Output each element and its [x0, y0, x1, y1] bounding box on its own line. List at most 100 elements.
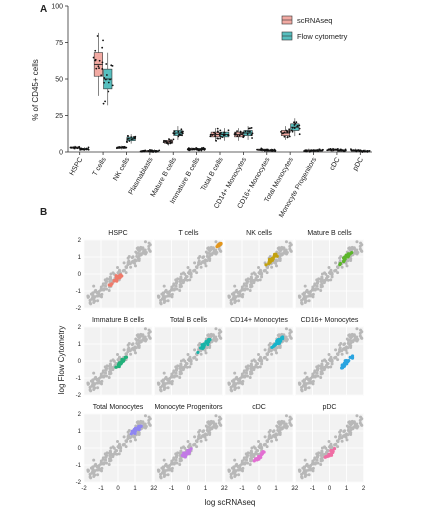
background-point	[178, 289, 182, 293]
background-point	[205, 426, 209, 430]
background-point	[277, 333, 281, 337]
background-point	[159, 472, 163, 476]
data-point	[179, 133, 182, 136]
background-point	[159, 388, 163, 392]
facet-x-tick-label: 0	[257, 486, 261, 492]
background-point	[303, 300, 307, 304]
background-point	[258, 442, 262, 446]
background-point	[178, 376, 182, 380]
background-point	[179, 446, 183, 450]
data-point	[236, 130, 238, 133]
background-point	[256, 353, 260, 357]
background-point	[351, 340, 355, 344]
background-point	[195, 266, 199, 270]
background-point	[91, 379, 95, 383]
background-point	[245, 374, 249, 378]
data-point	[214, 135, 216, 137]
background-point	[101, 456, 105, 460]
background-point	[252, 281, 256, 285]
background-point	[96, 299, 100, 303]
background-point	[170, 285, 174, 289]
background-point	[102, 288, 106, 292]
data-point	[106, 74, 108, 76]
background-point	[327, 353, 331, 357]
data-point	[298, 127, 301, 130]
background-point	[115, 266, 119, 270]
background-point	[193, 355, 197, 359]
background-point	[209, 422, 213, 426]
data-point	[238, 134, 241, 137]
background-point	[283, 250, 287, 254]
data-point	[241, 133, 243, 135]
facet-y-tick-label: 0	[78, 446, 82, 452]
data-point	[251, 132, 254, 135]
data-point	[94, 59, 97, 62]
data-point	[203, 149, 206, 151]
background-point	[237, 473, 241, 477]
background-point	[303, 387, 307, 391]
background-point	[336, 271, 340, 275]
background-point	[248, 376, 252, 380]
highlight-point	[342, 259, 346, 263]
background-point	[179, 449, 183, 453]
background-point	[108, 449, 112, 453]
panel-b-label: B	[40, 207, 47, 218]
background-point	[351, 427, 355, 431]
background-point	[141, 248, 145, 252]
facet-title: Total B cells	[170, 317, 208, 324]
background-point	[183, 446, 187, 450]
background-point	[86, 295, 90, 299]
data-point	[172, 138, 175, 141]
background-point	[99, 459, 103, 463]
background-point	[350, 422, 354, 426]
background-point	[97, 379, 101, 383]
background-point	[235, 462, 239, 466]
background-point	[359, 423, 363, 427]
background-point	[159, 385, 163, 389]
x-tick-label: Total B cells	[200, 156, 225, 192]
background-point	[237, 386, 241, 390]
background-point	[342, 347, 346, 351]
data-point	[236, 135, 239, 137]
background-point	[172, 288, 176, 292]
background-point	[278, 259, 282, 263]
background-point	[266, 266, 270, 270]
background-point	[91, 292, 95, 296]
highlight-point	[133, 426, 137, 430]
background-point	[253, 272, 257, 276]
background-point	[122, 268, 126, 272]
background-point	[204, 351, 208, 355]
background-point	[319, 454, 323, 458]
data-point	[316, 149, 319, 151]
data-point	[177, 130, 180, 133]
data-point	[151, 150, 154, 153]
facet-x-tick-label: -2	[222, 486, 228, 492]
facet-title: HSPC	[108, 230, 127, 237]
background-point	[201, 434, 205, 438]
panel-b-facets: HSPC -2 -1 0 1 2 T cells NK cells Mature B cells…	[76, 230, 366, 492]
background-point	[310, 462, 314, 466]
facet-y-tick-label: 1	[78, 342, 82, 348]
background-point	[240, 285, 244, 289]
data-point	[162, 141, 165, 143]
x-tick-label: Plasmablasts	[128, 156, 155, 196]
background-point	[233, 474, 237, 478]
background-point	[300, 475, 304, 479]
background-point	[204, 438, 208, 442]
background-point	[186, 353, 190, 357]
background-point	[143, 240, 147, 244]
background-point	[280, 253, 284, 257]
highlight-point	[331, 449, 335, 453]
background-point	[227, 295, 231, 299]
background-point	[179, 362, 183, 366]
background-point	[162, 298, 166, 302]
background-point	[197, 433, 201, 437]
background-point	[241, 379, 245, 383]
data-point	[125, 146, 128, 149]
background-point	[242, 282, 246, 286]
background-point	[289, 249, 293, 253]
background-point	[104, 371, 108, 375]
data-point	[123, 145, 126, 148]
data-point	[107, 81, 110, 84]
